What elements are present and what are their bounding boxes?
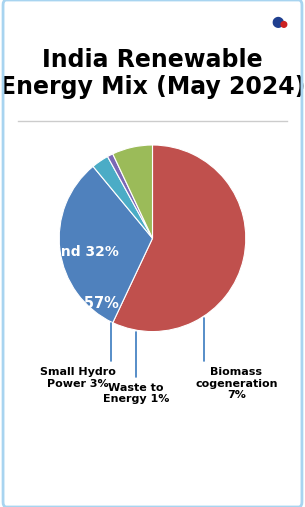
Text: Wind 32%: Wind 32% <box>41 245 119 259</box>
Text: Waste to
Energy 1%: Waste to Energy 1% <box>102 333 169 405</box>
Text: ⬤: ⬤ <box>271 17 284 28</box>
Wedge shape <box>113 145 246 332</box>
Text: Small Hydro
Power 3%: Small Hydro Power 3% <box>40 323 116 389</box>
Wedge shape <box>113 145 152 238</box>
Text: India Renewable
Energy Mix (May 2024): India Renewable Energy Mix (May 2024) <box>0 48 305 99</box>
Wedge shape <box>108 154 152 238</box>
Wedge shape <box>93 157 152 238</box>
Text: Biomass
cogeneration
7%: Biomass cogeneration 7% <box>195 318 278 400</box>
Text: ⬤: ⬤ <box>280 21 288 28</box>
Wedge shape <box>59 166 152 322</box>
Text: Solar 57%: Solar 57% <box>36 296 119 311</box>
